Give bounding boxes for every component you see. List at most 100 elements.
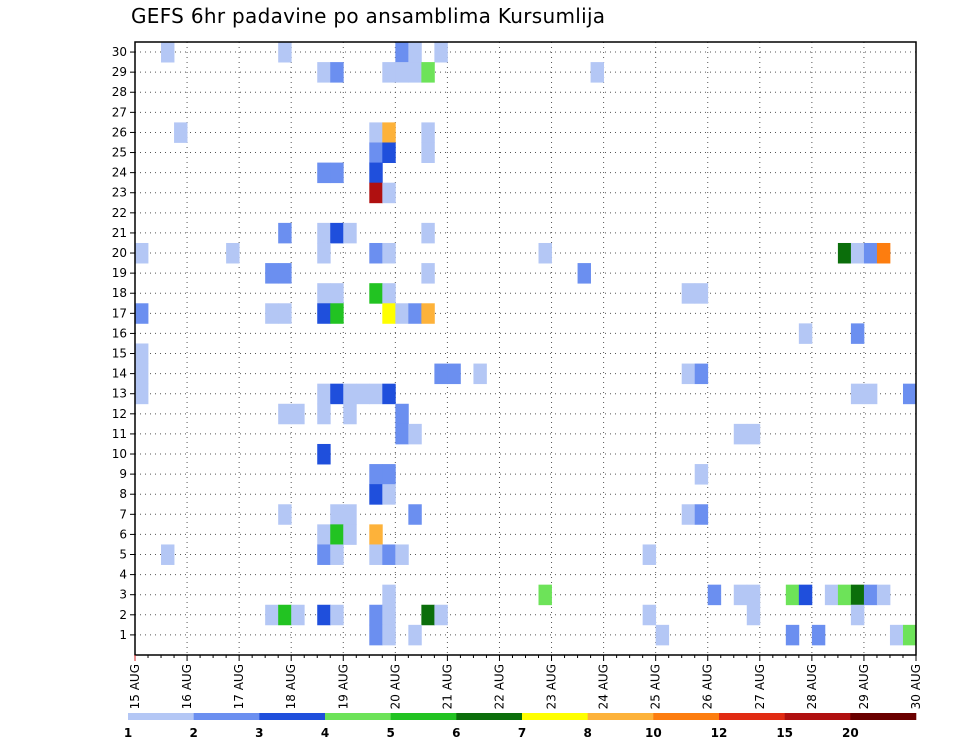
x-tick-label: 29 AUG [857, 664, 871, 709]
precip-cell [382, 182, 396, 204]
precip-cell [174, 122, 188, 143]
colorbar-swatch [456, 713, 523, 720]
precip-cell [330, 604, 344, 626]
y-tick-label: 14 [112, 367, 127, 381]
precip-cell [369, 122, 383, 143]
precip-cell [733, 423, 748, 445]
precip-cell [135, 242, 149, 264]
colorbar-label: 4 [321, 726, 329, 740]
colorbar-label: 3 [255, 726, 263, 740]
precip-cell [369, 604, 383, 626]
y-tick-label: 12 [112, 407, 127, 421]
precip-cell [278, 222, 292, 244]
precip-cell [356, 383, 370, 405]
precip-cell [421, 222, 435, 244]
precip-cell [382, 383, 396, 405]
y-tick-label: 27 [112, 105, 127, 119]
precip-cell [343, 222, 357, 244]
precip-cell [369, 464, 383, 485]
precip-cell [798, 323, 813, 344]
y-tick-label: 2 [119, 608, 127, 622]
colorbar-swatch [325, 713, 391, 720]
precip-cell [265, 303, 279, 324]
precip-cell [785, 584, 800, 606]
precip-cell [421, 142, 435, 163]
colorbar-label: 5 [386, 726, 394, 740]
y-tick-label: 26 [112, 125, 127, 139]
precip-cell [850, 383, 865, 405]
y-tick-label: 11 [112, 427, 127, 441]
precip-cell [395, 544, 409, 565]
x-tick-label: 18 AUG [284, 664, 298, 709]
colorbar-swatch [850, 713, 917, 720]
precip-cell [785, 624, 800, 646]
precip-cell [291, 403, 305, 425]
x-tick-label: 24 AUG [597, 664, 611, 709]
precip-cell [694, 363, 709, 385]
precip-cell [343, 383, 357, 405]
precip-cell [408, 62, 422, 83]
colorbar-label: 20 [842, 726, 859, 740]
precip-cell [317, 383, 331, 405]
precip-cell [135, 363, 149, 385]
precip-cell [135, 303, 149, 324]
precip-cell [265, 263, 279, 284]
precip-cell [681, 363, 696, 385]
y-tick-label: 18 [112, 286, 127, 300]
precip-cell [330, 283, 344, 304]
x-tick-label: 20 AUG [388, 664, 402, 709]
precip-cell [382, 624, 396, 646]
precip-cell [902, 383, 917, 405]
precip-cell [642, 604, 657, 626]
precip-cell [291, 604, 305, 626]
precip-cell [434, 604, 448, 626]
precip-cell [421, 303, 435, 324]
precip-cell [395, 423, 409, 445]
precip-cell [577, 263, 591, 284]
precip-cell [343, 504, 357, 525]
precip-cell [382, 544, 396, 565]
precip-cell [317, 303, 331, 324]
precip-cell [408, 42, 422, 63]
x-tick-label: 22 AUG [492, 664, 506, 709]
precip-cell [226, 242, 240, 264]
colorbar-label: 2 [189, 726, 197, 740]
precip-cell [317, 62, 331, 83]
precip-cell [369, 142, 383, 163]
precip-cell [382, 303, 396, 324]
colorbar-label: 8 [583, 726, 591, 740]
precip-cell [330, 504, 344, 525]
colorbar-swatch [128, 713, 194, 720]
precip-cell [395, 42, 409, 63]
precip-cell [850, 604, 865, 626]
precip-cell [642, 544, 657, 565]
y-tick-label: 5 [119, 548, 127, 562]
precip-cell [369, 162, 383, 184]
precip-cell [317, 162, 331, 184]
precip-cell [382, 584, 396, 606]
precip-cell [330, 303, 344, 324]
chart-title: GEFS 6hr padavine po ansamblima Kursumli… [131, 4, 606, 28]
x-tick-label: 23 AUG [545, 664, 559, 709]
y-tick-label: 3 [119, 588, 127, 602]
y-tick-label: 6 [119, 527, 127, 541]
precip-cell [278, 303, 292, 324]
precip-cell [746, 584, 761, 606]
precip-cell [421, 604, 435, 626]
x-tick-label: 16 AUG [180, 664, 194, 709]
precip-cell [863, 242, 878, 264]
y-tick-label: 15 [112, 347, 127, 361]
precip-cell [278, 504, 292, 525]
colorbar-swatch [390, 713, 457, 720]
precip-cell [694, 464, 709, 485]
precip-cell [408, 423, 422, 445]
precip-cell [837, 242, 852, 264]
precip-cell [382, 464, 396, 485]
precip-cell [278, 403, 292, 425]
precip-cell [330, 383, 344, 405]
y-tick-label: 4 [119, 568, 127, 582]
precip-cell [135, 343, 149, 364]
precip-cell [369, 624, 383, 646]
y-tick-label: 13 [112, 387, 127, 401]
x-tick-label: 17 AUG [232, 664, 246, 709]
